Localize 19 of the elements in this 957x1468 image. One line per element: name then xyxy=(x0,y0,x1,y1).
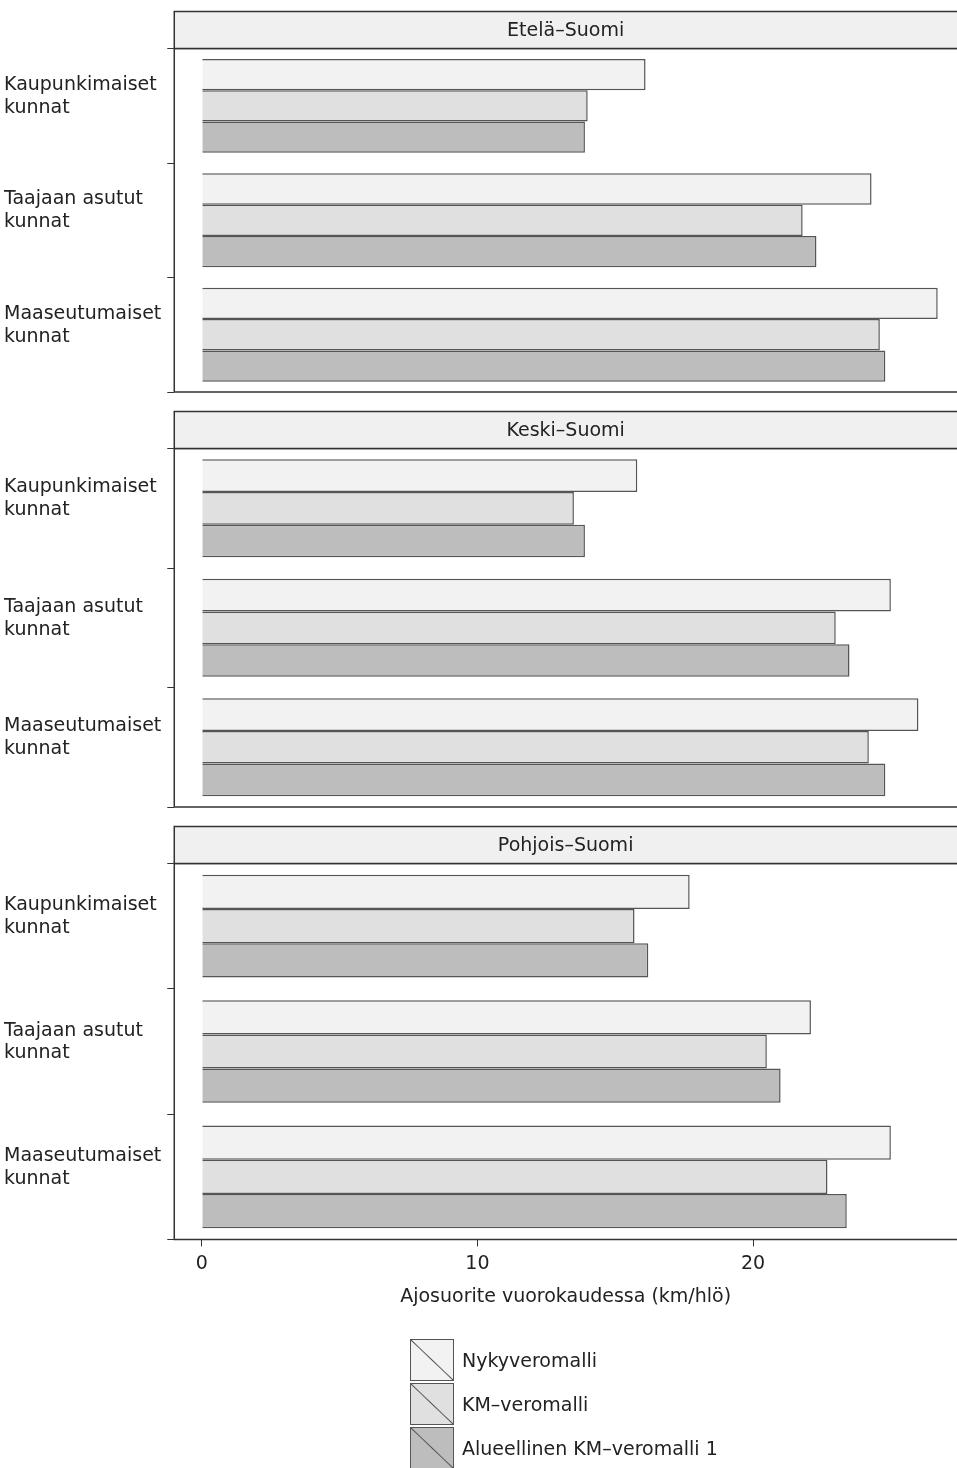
y-tick-label: Maaseutumaiset kunnat xyxy=(4,1142,162,1188)
y-tick-label: Maaseutumaiset kunnat xyxy=(4,300,162,346)
y-tick-label: Taajaan asutut kunnat xyxy=(3,1017,143,1063)
x-tick-label: 20 xyxy=(740,1250,766,1273)
y-tick-label: Kaupunkimaiset kunnat xyxy=(4,892,157,938)
chart-title: Pohjois–Suomi xyxy=(497,832,634,855)
chart-title: Keski–Suomi xyxy=(506,417,625,440)
chart-title: Etelä–Suomi xyxy=(507,17,625,40)
x-tick-label: 10 xyxy=(465,1250,490,1273)
legend-label: Alueellinen KM–veromalli 1 xyxy=(462,1437,718,1459)
y-tick-label: Kaupunkimaiset kunnat xyxy=(4,474,157,520)
y-tick-label: Taajaan asutut kunnat xyxy=(3,186,143,232)
x-tick-label: 0 xyxy=(195,1250,208,1273)
legend-label: KM–veromalli xyxy=(462,1393,589,1415)
y-tick-label: Maaseutumaiset kunnat xyxy=(4,713,162,759)
y-tick-label: Taajaan asutut kunnat xyxy=(3,593,143,639)
x-axis-title: Ajosuorite vuorokaudessa (km/hlö) xyxy=(400,1283,732,1306)
legend-label: Nykyveromalli xyxy=(462,1349,597,1371)
y-tick-label: Kaupunkimaiset kunnat xyxy=(4,71,157,117)
